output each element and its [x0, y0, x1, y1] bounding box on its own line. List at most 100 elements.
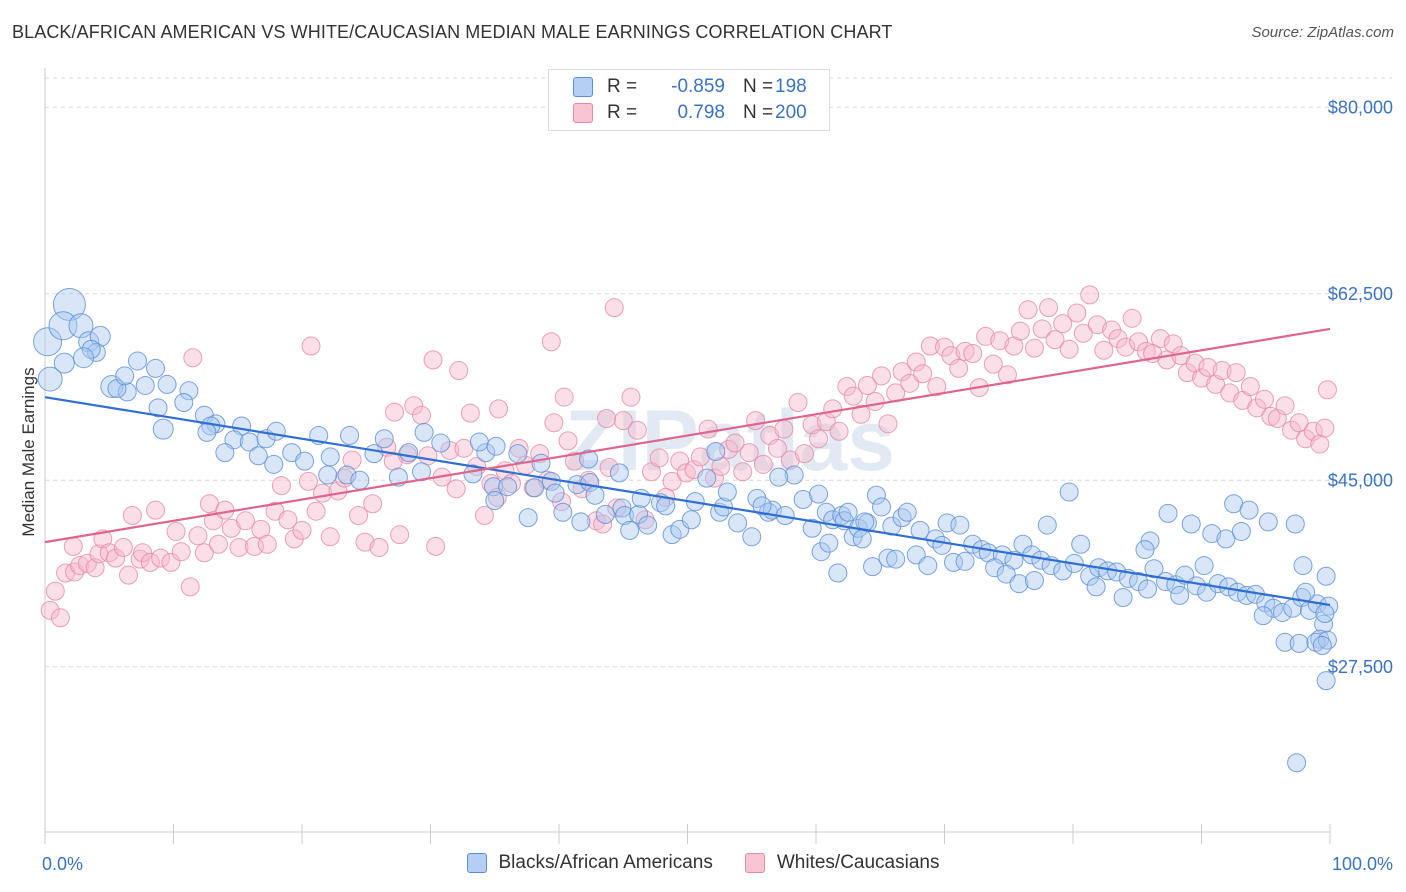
scatter-point-blacks [1316, 671, 1336, 691]
scatter-point-blacks [374, 429, 394, 449]
scatter-point-whites [1018, 300, 1038, 320]
scatter-point-whites [229, 537, 249, 557]
scatter-point-blacks [197, 422, 217, 442]
scatter-point-blacks [486, 436, 506, 456]
scatter-point-blacks [742, 527, 762, 547]
scatter-point-blacks [78, 331, 100, 353]
scatter-point-blacks [431, 433, 451, 453]
scatter-point-blacks [1071, 534, 1091, 554]
scatter-point-whites [278, 510, 298, 530]
scatter-point-blacks [318, 465, 338, 485]
scatter-point-whites [93, 529, 113, 549]
scatter-point-whites [99, 543, 119, 563]
legend-label-blacks: Blacks/African Americans [498, 852, 713, 873]
scatter-point-whites [963, 343, 983, 363]
scatter-point-blacks [498, 477, 518, 497]
scatter-point-blacks [340, 426, 360, 446]
legend-item-blacks[interactable]: Blacks/African Americans [466, 852, 713, 874]
scatter-point-blacks [571, 512, 591, 532]
scatter-point-whites [151, 548, 171, 568]
scatter-point-whites [1059, 339, 1079, 359]
scatter-point-blacks [48, 311, 78, 341]
scatter-point-whites [292, 520, 312, 540]
scatter-point-blacks [1263, 598, 1283, 618]
scatter-point-whites [1039, 298, 1059, 318]
scatter-point-whites [558, 431, 578, 451]
scatter-point-blacks [1289, 633, 1309, 653]
scatter-point-whites [404, 396, 424, 416]
trend-line-whites [44, 327, 1331, 544]
scatter-point-whites [1073, 323, 1093, 343]
scatter-point-whites [809, 429, 829, 449]
scatter-point-whites [194, 543, 214, 563]
legend-item-whites[interactable]: Whites/Caucasians [744, 852, 939, 874]
scatter-point-blacks [1275, 632, 1295, 652]
scatter-point-whites [823, 399, 843, 419]
scatter-point-blacks [1138, 579, 1158, 599]
trend-line-blacks [44, 396, 1331, 607]
scatter-point-blacks [769, 467, 789, 487]
scatter-point-blacks [1239, 500, 1259, 520]
scatter-point-whites [183, 348, 203, 368]
scatter-point-blacks [52, 287, 86, 321]
scatter-point-whites [604, 298, 624, 318]
scatter-point-whites [955, 341, 975, 361]
scatter-point-blacks [793, 489, 813, 509]
scatter-point-whites [1177, 363, 1197, 383]
scatter-point-whites [613, 411, 633, 431]
scatter-point-blacks [215, 443, 235, 463]
scatter-point-whites [733, 462, 753, 482]
scatter-point-whites [1122, 308, 1142, 328]
legend-swatch-pink [573, 103, 593, 123]
scatter-point-blacks [1009, 574, 1029, 594]
scatter-point-blacks [469, 432, 489, 452]
scatter-point-blacks [152, 418, 174, 440]
scatter-point-blacks [918, 556, 938, 576]
y-tick-label: $45,000 [1328, 470, 1393, 490]
legend-n-value: 198 [775, 76, 807, 97]
scatter-point-blacks [295, 451, 315, 471]
scatter-point-whites [446, 479, 466, 499]
scatter-point-whites [1067, 303, 1087, 323]
chart-title: BLACK/AFRICAN AMERICAN VS WHITE/CAUCASIA… [12, 22, 893, 42]
scatter-point-whites [794, 444, 814, 464]
legend-swatch-blue [573, 77, 593, 97]
scatter-point-blacks [1202, 524, 1222, 544]
scatter-point-blacks [609, 463, 629, 483]
axes [44, 68, 1331, 844]
scatter-point-whites [541, 332, 561, 352]
scatter-point-blacks [399, 443, 419, 463]
legend-swatch-blue [466, 853, 487, 873]
trend-lines [44, 327, 1331, 607]
scatter-point-whites [1163, 334, 1183, 354]
scatter-point-blacks [518, 508, 538, 528]
scatter-point-blacks [892, 508, 912, 528]
y-tick-label: $80,000 [1328, 97, 1393, 117]
scatter-point-whites [670, 451, 690, 471]
x-tick-label: 100.0% [1332, 854, 1393, 874]
scatter-point-whites [857, 375, 877, 395]
scatter-point-blacks [1113, 588, 1133, 608]
scatter-point-whites [746, 411, 766, 431]
scatter-point-blacks [878, 548, 898, 568]
scatter-point-blacks [135, 375, 155, 395]
scatter-point-whites [1024, 338, 1044, 358]
scatter-point-whites [320, 527, 340, 547]
scatter-point-whites [412, 405, 432, 425]
scatter-point-whites [180, 577, 200, 597]
scatter-point-whites [1094, 340, 1114, 360]
scatter-point-whites [1317, 380, 1337, 400]
scatter-point-blacks [1296, 582, 1316, 602]
legend-row-whites: R = 0.798 N = 200 [573, 101, 807, 125]
scatter-point-blacks [1314, 614, 1334, 634]
scatter-point-whites [106, 548, 126, 568]
scatter-point-blacks [681, 510, 701, 530]
scatter-point-whites [976, 326, 996, 346]
scatter-point-whites [1192, 368, 1211, 388]
scatter-point-blacks [37, 366, 63, 392]
scatter-point-whites [725, 433, 745, 453]
scatter-point-whites [564, 451, 584, 471]
scatter-point-blacks [248, 446, 268, 466]
scatter-point-blacks [955, 551, 975, 571]
scatter-point-blacks [816, 502, 836, 522]
